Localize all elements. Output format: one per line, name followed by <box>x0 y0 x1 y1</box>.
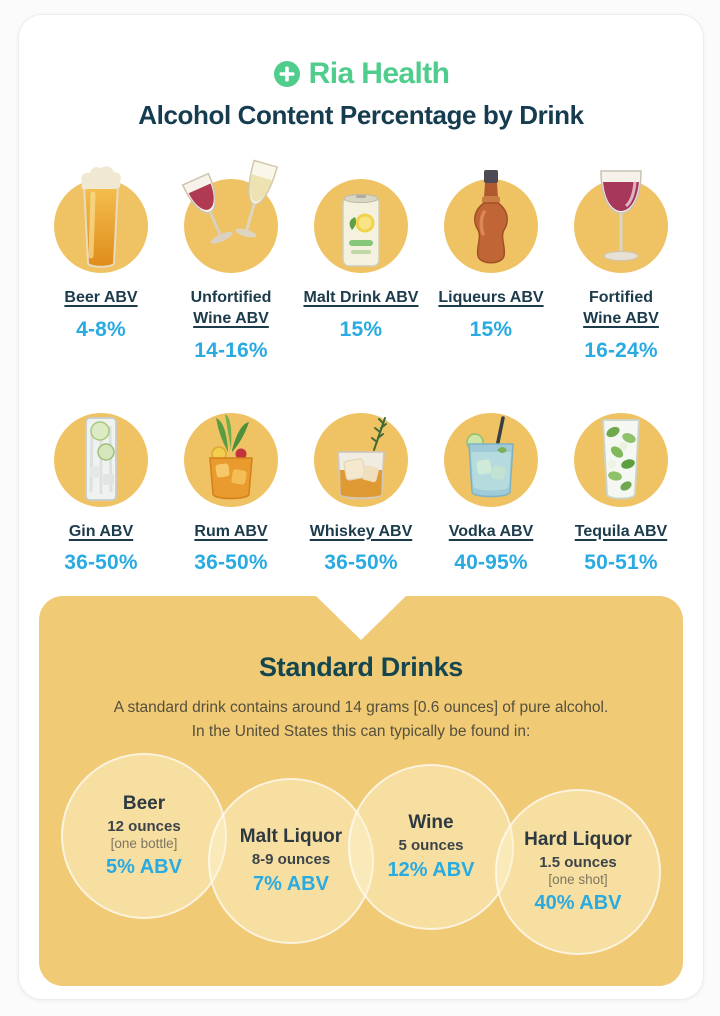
drink-abv-value: 16-24% <box>584 338 658 362</box>
standard-item-note: [one shot] <box>548 872 608 887</box>
brand-name: Ria Health <box>308 57 450 90</box>
page-title: Alcohol Content Percentage by Drink <box>138 100 584 130</box>
drink-abv-value: 15% <box>469 317 513 341</box>
standard-item-name: Wine <box>408 812 454 833</box>
rum-cocktail-icon <box>184 412 278 507</box>
standard-item-abv: 7% ABV <box>253 873 329 895</box>
drink-label: Beer ABV <box>64 289 138 306</box>
wine-glasses-icon <box>181 159 279 273</box>
standard-drinks-description: A standard drink contains around 14 gram… <box>39 696 683 744</box>
panel-notch <box>316 596 406 640</box>
drink-label-line2: Wine ABV <box>193 309 269 327</box>
gin-glass-icon <box>54 412 148 507</box>
whiskey-glass-icon <box>314 412 408 507</box>
standard-item-wine: Wine 5 ounces 12% ABV <box>348 764 514 930</box>
standard-item-hard-liquor: Hard Liquor 1.5 ounces [one shot] 40% AB… <box>495 789 661 955</box>
standard-item-beer: Beer 12 ounces [one bottle] 5% ABV <box>61 753 227 919</box>
beer-glass-icon <box>54 166 148 273</box>
drink-label: Liqueurs ABV <box>438 289 544 306</box>
standard-item-amount: 1.5 ounces <box>539 854 617 871</box>
drink-abv-value: 15% <box>339 317 383 341</box>
drink-label: Whiskey ABV <box>309 522 413 540</box>
drink-label: Rum ABV <box>194 522 268 540</box>
drink-item-tequila: Tequila ABV 50-51% <box>556 412 686 576</box>
standard-item-name: Hard Liquor <box>524 829 632 850</box>
drink-label-line2: Wine ABV <box>583 309 659 327</box>
brand-logo: Ria Health <box>19 57 703 91</box>
drink-abv-value: 36-50% <box>64 551 138 575</box>
drink-label: Malt Drink ABV <box>303 289 419 306</box>
fortified-wine-glass-icon <box>574 170 668 273</box>
drink-item-beer: Beer ABV 4-8% <box>36 166 166 363</box>
standard-item-malt-liquor: Malt Liquor 8-9 ounces 7% ABV <box>208 778 374 944</box>
drink-item-fortified-wine: Fortified Wine ABV 16-24% <box>556 170 686 363</box>
standard-item-amount: 12 ounces <box>107 818 181 835</box>
drink-label: Vodka ABV <box>448 522 534 540</box>
standard-item-abv: 5% ABV <box>106 856 182 878</box>
standard-item-abv: 40% ABV <box>534 892 622 914</box>
drink-item-malt: Malt Drink ABV 15% <box>296 179 426 363</box>
standard-item-name: Beer <box>122 793 166 814</box>
plus-circle-icon <box>273 60 301 88</box>
drink-item-unfortified-wine: Unfortified Wine ABV 14-16% <box>166 159 296 363</box>
drink-abv-value: 36-50% <box>194 551 268 575</box>
standard-drinks-panel: Standard Drinks A standard drink contain… <box>39 596 683 986</box>
vodka-glass-icon <box>444 412 538 507</box>
infographic-card: Ria Health Alcohol Content Percentage by… <box>18 14 704 1000</box>
drink-abv-value: 50-51% <box>584 551 658 575</box>
drink-label: Unfortified <box>190 289 272 306</box>
standard-drinks-circles: Beer 12 ounces [one bottle] 5% ABV Malt … <box>39 596 683 986</box>
drink-label: Fortified <box>589 289 653 306</box>
drink-abv-value: 14-16% <box>194 338 268 362</box>
drink-label: Gin ABV <box>68 522 134 540</box>
standard-item-name: Malt Liquor <box>239 826 343 847</box>
drink-item-rum: Rum ABV 36-50% <box>166 412 296 576</box>
drink-grid-row-2: Gin ABV 36-50% Rum ABV 36-50% <box>19 412 703 576</box>
description-line2: In the United States this can typically … <box>191 723 531 741</box>
drink-grid-row-1: Beer ABV 4-8% <box>19 159 703 363</box>
drink-item-gin: Gin ABV 36-50% <box>36 412 166 576</box>
liqueur-bottle-icon <box>444 170 538 273</box>
standard-item-note: [one bottle] <box>110 836 178 851</box>
standard-item-abv: 12% ABV <box>387 859 475 881</box>
drink-abv-value: 4-8% <box>76 317 126 341</box>
drink-label: Tequila ABV <box>574 522 668 540</box>
standard-drinks-title: Standard Drinks <box>258 652 464 682</box>
description-line1: A standard drink contains around 14 gram… <box>113 699 609 716</box>
drink-item-whiskey: Whiskey ABV 36-50% <box>296 412 426 576</box>
standard-item-amount: 8-9 ounces <box>251 851 331 868</box>
drink-item-vodka: Vodka ABV 40-95% <box>426 412 556 576</box>
drink-abv-value: 40-95% <box>454 551 528 575</box>
malt-can-icon <box>314 179 408 273</box>
standard-item-amount: 5 ounces <box>398 837 464 854</box>
drink-item-liqueurs: Liqueurs ABV 15% <box>426 170 556 363</box>
tequila-glass-icon <box>574 412 668 507</box>
drink-abv-value: 36-50% <box>324 551 398 575</box>
